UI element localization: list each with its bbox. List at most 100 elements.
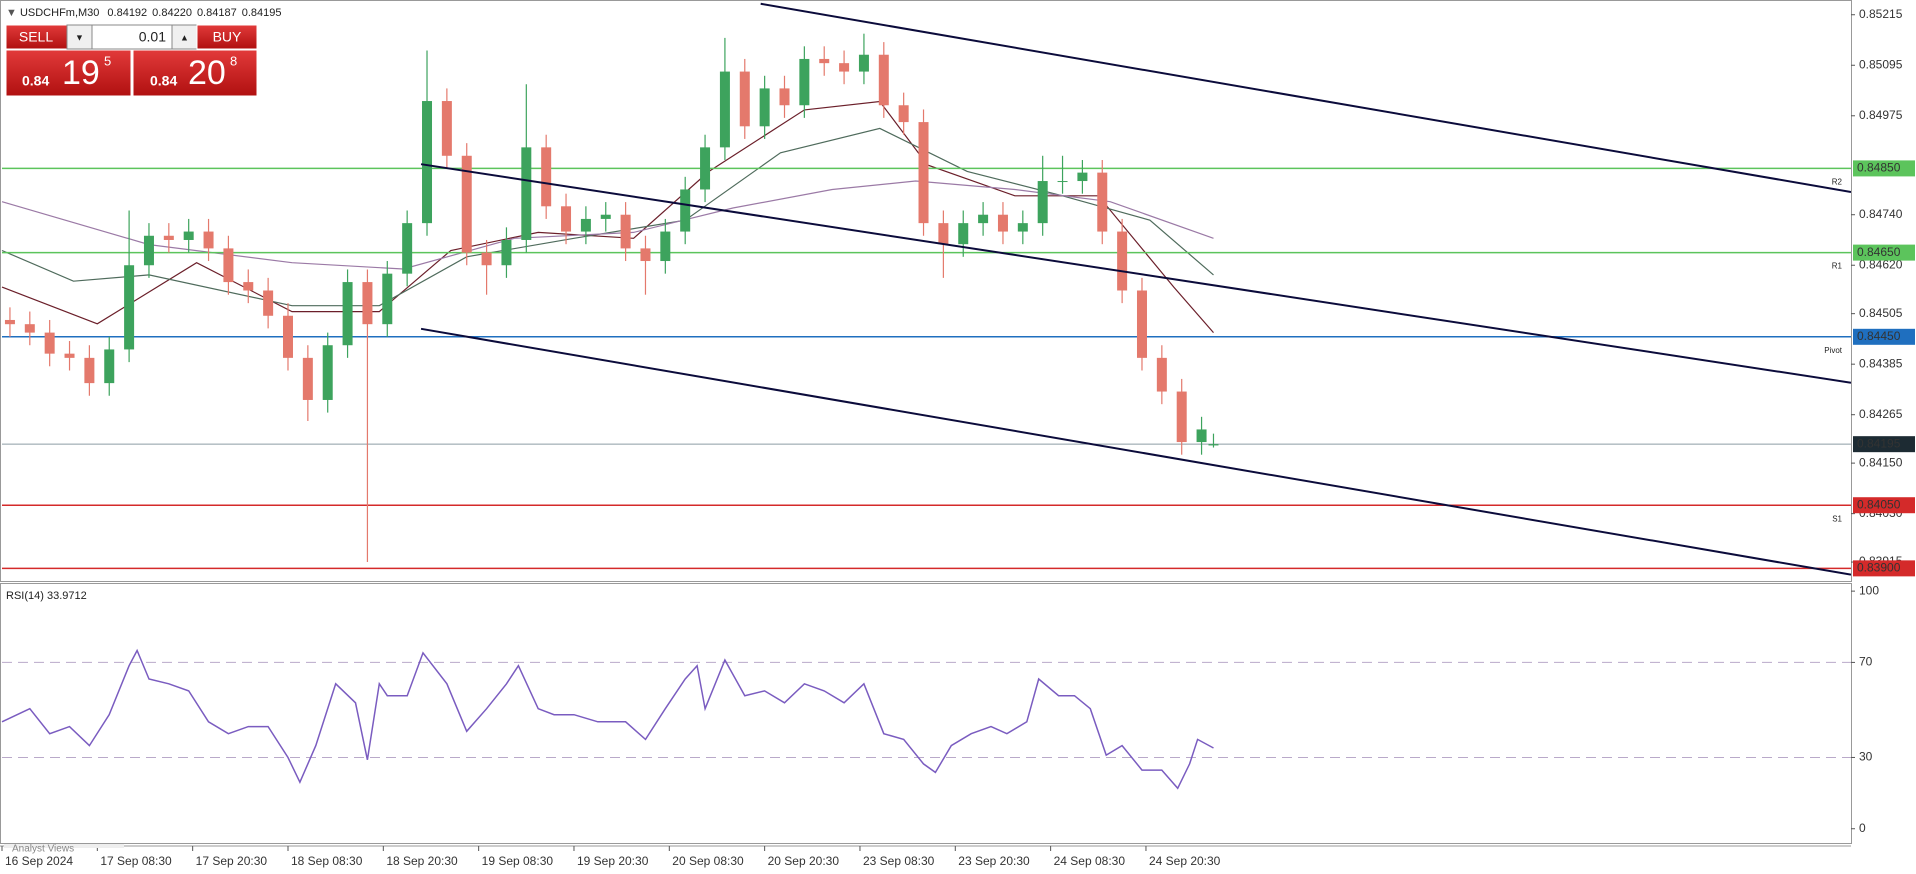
candle-body (978, 214, 989, 224)
buy-button[interactable] (196, 24, 258, 50)
ask-big[interactable]: 0.84 (150, 73, 177, 89)
level-label-box (1853, 328, 1915, 345)
candle-body (700, 147, 711, 190)
bid-fraction[interactable]: 5 (104, 53, 111, 68)
candle-body (501, 239, 512, 266)
lot-down-icon[interactable]: ▼ (75, 32, 84, 42)
rsi-plot (1, 648, 1851, 790)
y-tick-label: 0.84620 (1859, 257, 1903, 271)
candle-body (719, 71, 730, 148)
candle-body (878, 54, 889, 106)
y-tick-label: 100 (1859, 583, 1879, 597)
ask-pips[interactable]: 20 (188, 54, 226, 92)
bid-pips[interactable]: 19 (62, 54, 100, 92)
candle-body (600, 214, 611, 219)
symbol: USDCHFm,M30 (20, 7, 99, 19)
candle-body (441, 101, 452, 156)
x-tick-label: 18 Sep 08:30 (291, 854, 363, 868)
candle-body (819, 58, 830, 64)
candle-body (44, 332, 55, 354)
y-tick-label: 0.84150 (1859, 455, 1903, 469)
trendline (420, 163, 1851, 384)
buy-label[interactable]: BUY (213, 29, 242, 45)
y-tick-label: 0.84265 (1859, 407, 1903, 421)
rsi-line (1, 648, 1214, 790)
candle-body (64, 353, 75, 358)
candle-body (839, 63, 850, 72)
ask-fraction[interactable]: 8 (230, 53, 237, 68)
candle-body (203, 231, 214, 249)
candle-body (461, 155, 472, 253)
level-label-box (1853, 560, 1915, 577)
symbol-header: ▼ USDCHFm,M30 0.84192 0.84220 0.84187 0.8419… (6, 7, 281, 19)
candle-body (779, 88, 790, 106)
ohlc-low: 0.84187 (197, 7, 237, 19)
candle-body (739, 71, 750, 127)
candle-body (799, 58, 810, 106)
lot-down[interactable] (66, 24, 93, 50)
bid-big[interactable]: 0.84 (22, 73, 49, 89)
ohlc-open: 0.84192 (107, 7, 147, 19)
y-tick-label: 0.84385 (1859, 356, 1903, 370)
candle-body (640, 248, 651, 262)
level-label: 0.84450 (1857, 329, 1901, 343)
last-price-label: 0.84195 (1857, 436, 1901, 450)
candle-body (1077, 172, 1088, 182)
rsi-panel (0, 583, 1852, 844)
header-icon: ▼ (6, 7, 20, 19)
level-label-box (1853, 244, 1915, 261)
sell-label[interactable]: SELL (19, 29, 53, 45)
lot-up-icon[interactable]: ▲ (180, 32, 189, 42)
lot-up[interactable] (171, 24, 198, 50)
bid-box[interactable] (5, 49, 132, 97)
y-tick-label: 30 (1859, 750, 1873, 764)
main-panel (0, 0, 1852, 582)
sell-button[interactable] (5, 24, 68, 50)
candle-body (84, 357, 95, 384)
x-tick-label: 17 Sep 08:30 (100, 854, 172, 868)
x-tick-label: 18 Sep 20:30 (386, 854, 458, 868)
candle-body (938, 223, 949, 245)
level-label-box (1853, 497, 1915, 514)
candle-body (263, 290, 274, 316)
level-name: S1 (1832, 514, 1842, 523)
trendline (760, 2, 1851, 193)
level-name: R2 (1832, 178, 1843, 187)
candle-body (422, 101, 433, 224)
candle-body (24, 324, 35, 333)
lot-value[interactable]: 0.01 (139, 29, 166, 45)
ask-box[interactable] (132, 49, 258, 97)
footer-tab-label[interactable]: Analyst Views (12, 844, 74, 855)
x-tick-label: 19 Sep 20:30 (577, 854, 649, 868)
candle-body (1156, 357, 1167, 392)
y-tick-label: 0.84975 (1859, 108, 1903, 122)
candle-body (918, 122, 929, 224)
candle-body (1136, 290, 1147, 358)
candle-body (104, 349, 115, 384)
level-label: 0.84650 (1857, 245, 1901, 259)
candle-body (382, 273, 393, 325)
candle-body (1176, 391, 1187, 443)
candle-body (302, 357, 313, 400)
candle-body (362, 282, 373, 325)
candle-body (759, 88, 770, 127)
candle-body (1208, 444, 1219, 446)
candle-body (402, 223, 413, 274)
candle-body (1057, 181, 1068, 183)
footer-tab[interactable] (4, 844, 124, 848)
level-name: R1 (1832, 262, 1843, 271)
candle-body (322, 345, 333, 400)
candle-body (898, 105, 909, 123)
last-price-box (1853, 436, 1915, 453)
y-tick-label: 0.85095 (1859, 57, 1903, 71)
ohlc-high: 0.84220 (152, 7, 192, 19)
x-tick-label: 24 Sep 08:30 (1054, 854, 1126, 868)
candle-body (481, 252, 492, 266)
candle-body (620, 214, 631, 249)
candle-body (143, 235, 154, 266)
candle-body (163, 235, 174, 240)
candle-body (223, 248, 234, 283)
candle-body (4, 319, 15, 325)
